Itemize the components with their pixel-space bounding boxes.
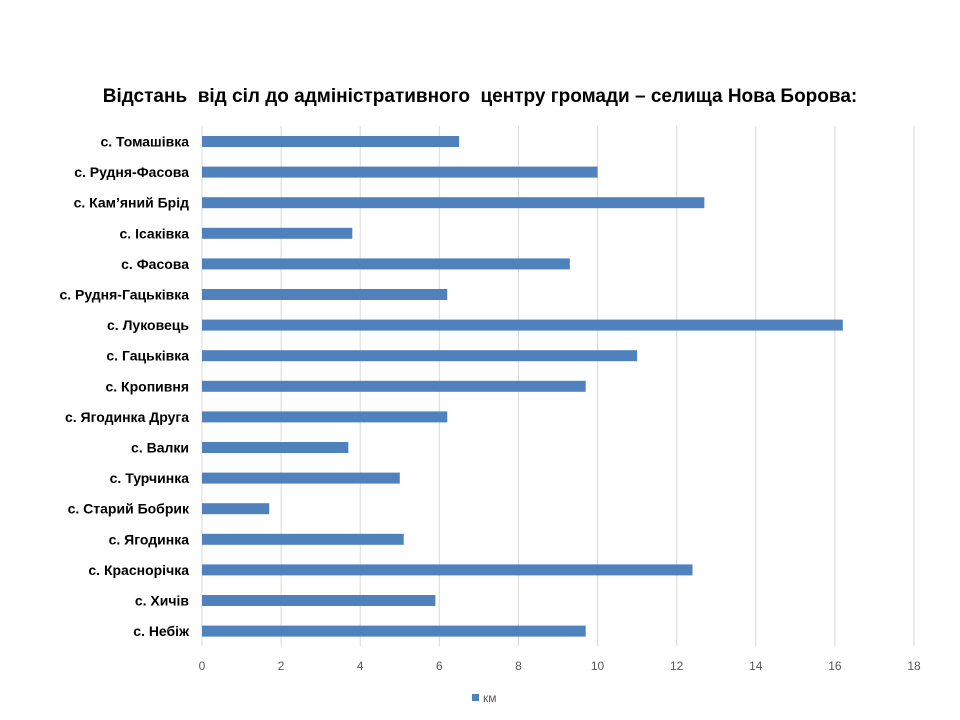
legend: км (472, 691, 497, 705)
category-label: с. Ягодинка (109, 531, 190, 547)
bar (202, 258, 570, 270)
bar (202, 197, 705, 209)
category-label: с. Старий Бобрик (68, 501, 190, 517)
x-tick-label: 2 (278, 659, 285, 673)
category-label: с. Ягодинка Друга (65, 409, 189, 425)
category-label: с. Рудня-Гацьківка (59, 287, 189, 303)
category-label: с. Хичів (135, 593, 190, 609)
category-label: с. Небіж (133, 623, 190, 639)
bar (202, 380, 586, 392)
category-label: с. Луковець (107, 317, 189, 333)
bars (202, 136, 843, 637)
bar (202, 442, 349, 453)
bar (202, 350, 638, 362)
x-tick-label: 14 (749, 659, 763, 673)
x-tick-label: 10 (591, 659, 605, 673)
x-tick-label: 6 (436, 659, 443, 673)
legend-swatch (472, 694, 479, 701)
chart-title: Відстань від сіл до адміністративного це… (102, 86, 858, 107)
x-tick-label: 4 (357, 659, 364, 673)
category-label: с. Кропивня (105, 378, 189, 394)
bar (202, 625, 586, 637)
category-label: с. Рудня-Фасова (74, 164, 189, 180)
bar (202, 227, 353, 239)
bar (202, 503, 270, 515)
category-labels: с. Томашівка с. Рудня-Фасова с. Кам’яний Б… (59, 134, 190, 640)
category-label: с. Томашівка (100, 134, 189, 150)
category-label: с. Валки (131, 440, 189, 456)
category-label: с. Гацьківка (106, 348, 189, 364)
legend-label: км (483, 691, 497, 705)
bar (202, 411, 448, 423)
bar (202, 319, 843, 331)
bar (202, 533, 404, 545)
x-tick-label: 18 (907, 659, 921, 673)
bar (202, 136, 460, 147)
bar (202, 564, 693, 576)
bar (202, 166, 598, 178)
bar (202, 289, 448, 300)
category-label: с. Ісаківка (120, 225, 190, 241)
x-tick-label: 8 (515, 659, 522, 673)
x-axis-ticks: 0 2 4 6 8 10 12 14 16 18 (199, 659, 921, 673)
category-label: с. Фасова (121, 256, 189, 272)
category-label: с. Турчинка (110, 470, 190, 486)
x-tick-label: 12 (670, 659, 684, 673)
bar (202, 472, 400, 484)
category-label: с. Кам’яний Брід (74, 195, 190, 211)
x-tick-label: 16 (828, 659, 842, 673)
x-tick-label: 0 (199, 659, 206, 673)
bar (202, 595, 436, 606)
category-label: с. Краснорічка (88, 562, 189, 578)
